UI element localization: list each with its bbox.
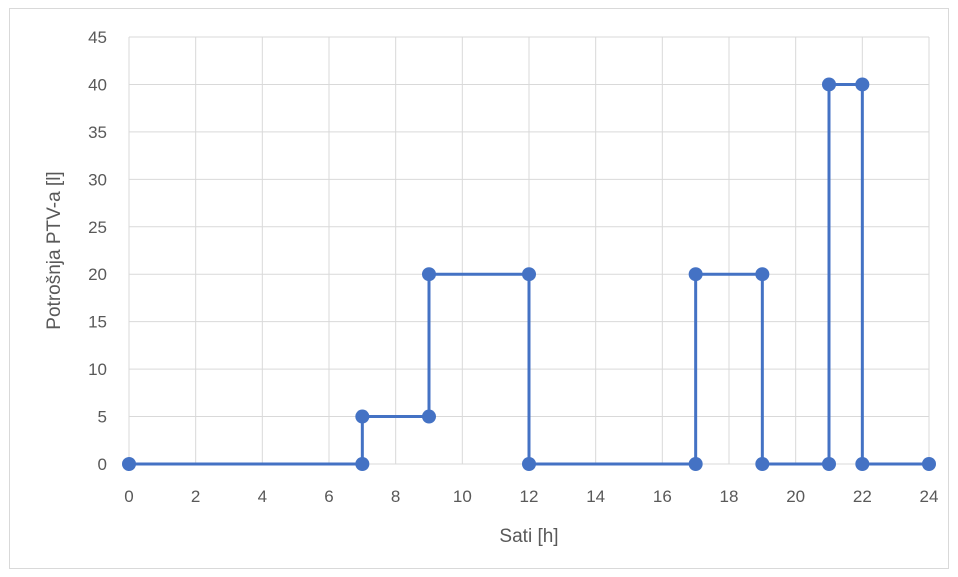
series-line: [129, 82, 929, 466]
data-point: [122, 457, 136, 471]
x-tick-label: 4: [258, 487, 267, 506]
x-tick-label: 16: [653, 487, 672, 506]
data-point: [855, 77, 870, 92]
x-axis-title: Sati [h]: [499, 526, 558, 547]
series-plot: [122, 77, 936, 471]
data-point: [355, 457, 370, 471]
data-point: [688, 267, 703, 282]
data-point: [522, 457, 536, 471]
data-point: [755, 457, 770, 471]
x-tick-label: 2: [191, 487, 200, 506]
y-tick-label: 15: [88, 313, 107, 332]
data-point: [355, 409, 370, 424]
data-point: [422, 409, 436, 424]
y-tick-label: 30: [88, 170, 107, 189]
x-tick-label: 0: [124, 487, 133, 506]
x-tick-label: 6: [324, 487, 333, 506]
x-tick-label: 12: [520, 487, 539, 506]
data-point: [522, 267, 536, 282]
y-tick-label: 35: [88, 123, 107, 142]
x-tick-label: 10: [453, 487, 472, 506]
x-tick-label: 14: [586, 487, 605, 506]
x-tick-label: 22: [853, 487, 872, 506]
chart-frame: [9, 8, 949, 569]
x-tick-label: 20: [786, 487, 805, 506]
y-tick-label: 0: [98, 455, 107, 474]
data-point: [822, 457, 836, 471]
y-tick-label: 45: [88, 28, 107, 47]
y-tick-label: 20: [88, 265, 107, 284]
data-point: [422, 267, 436, 282]
data-point: [822, 77, 836, 92]
x-tick-label: 18: [720, 487, 739, 506]
x-tick-label: 8: [391, 487, 400, 506]
y-tick-label: 5: [98, 408, 107, 427]
y-tick-label: 10: [88, 360, 107, 379]
data-point: [688, 457, 703, 471]
x-tick-label: 24: [920, 487, 939, 506]
data-point: [855, 457, 870, 471]
y-tick-label: 25: [88, 218, 107, 237]
y-tick-label: 40: [88, 75, 107, 94]
y-axis-title: Potrošnja PTV-a [l]: [44, 171, 65, 329]
data-point: [922, 457, 936, 471]
data-point: [755, 267, 770, 282]
